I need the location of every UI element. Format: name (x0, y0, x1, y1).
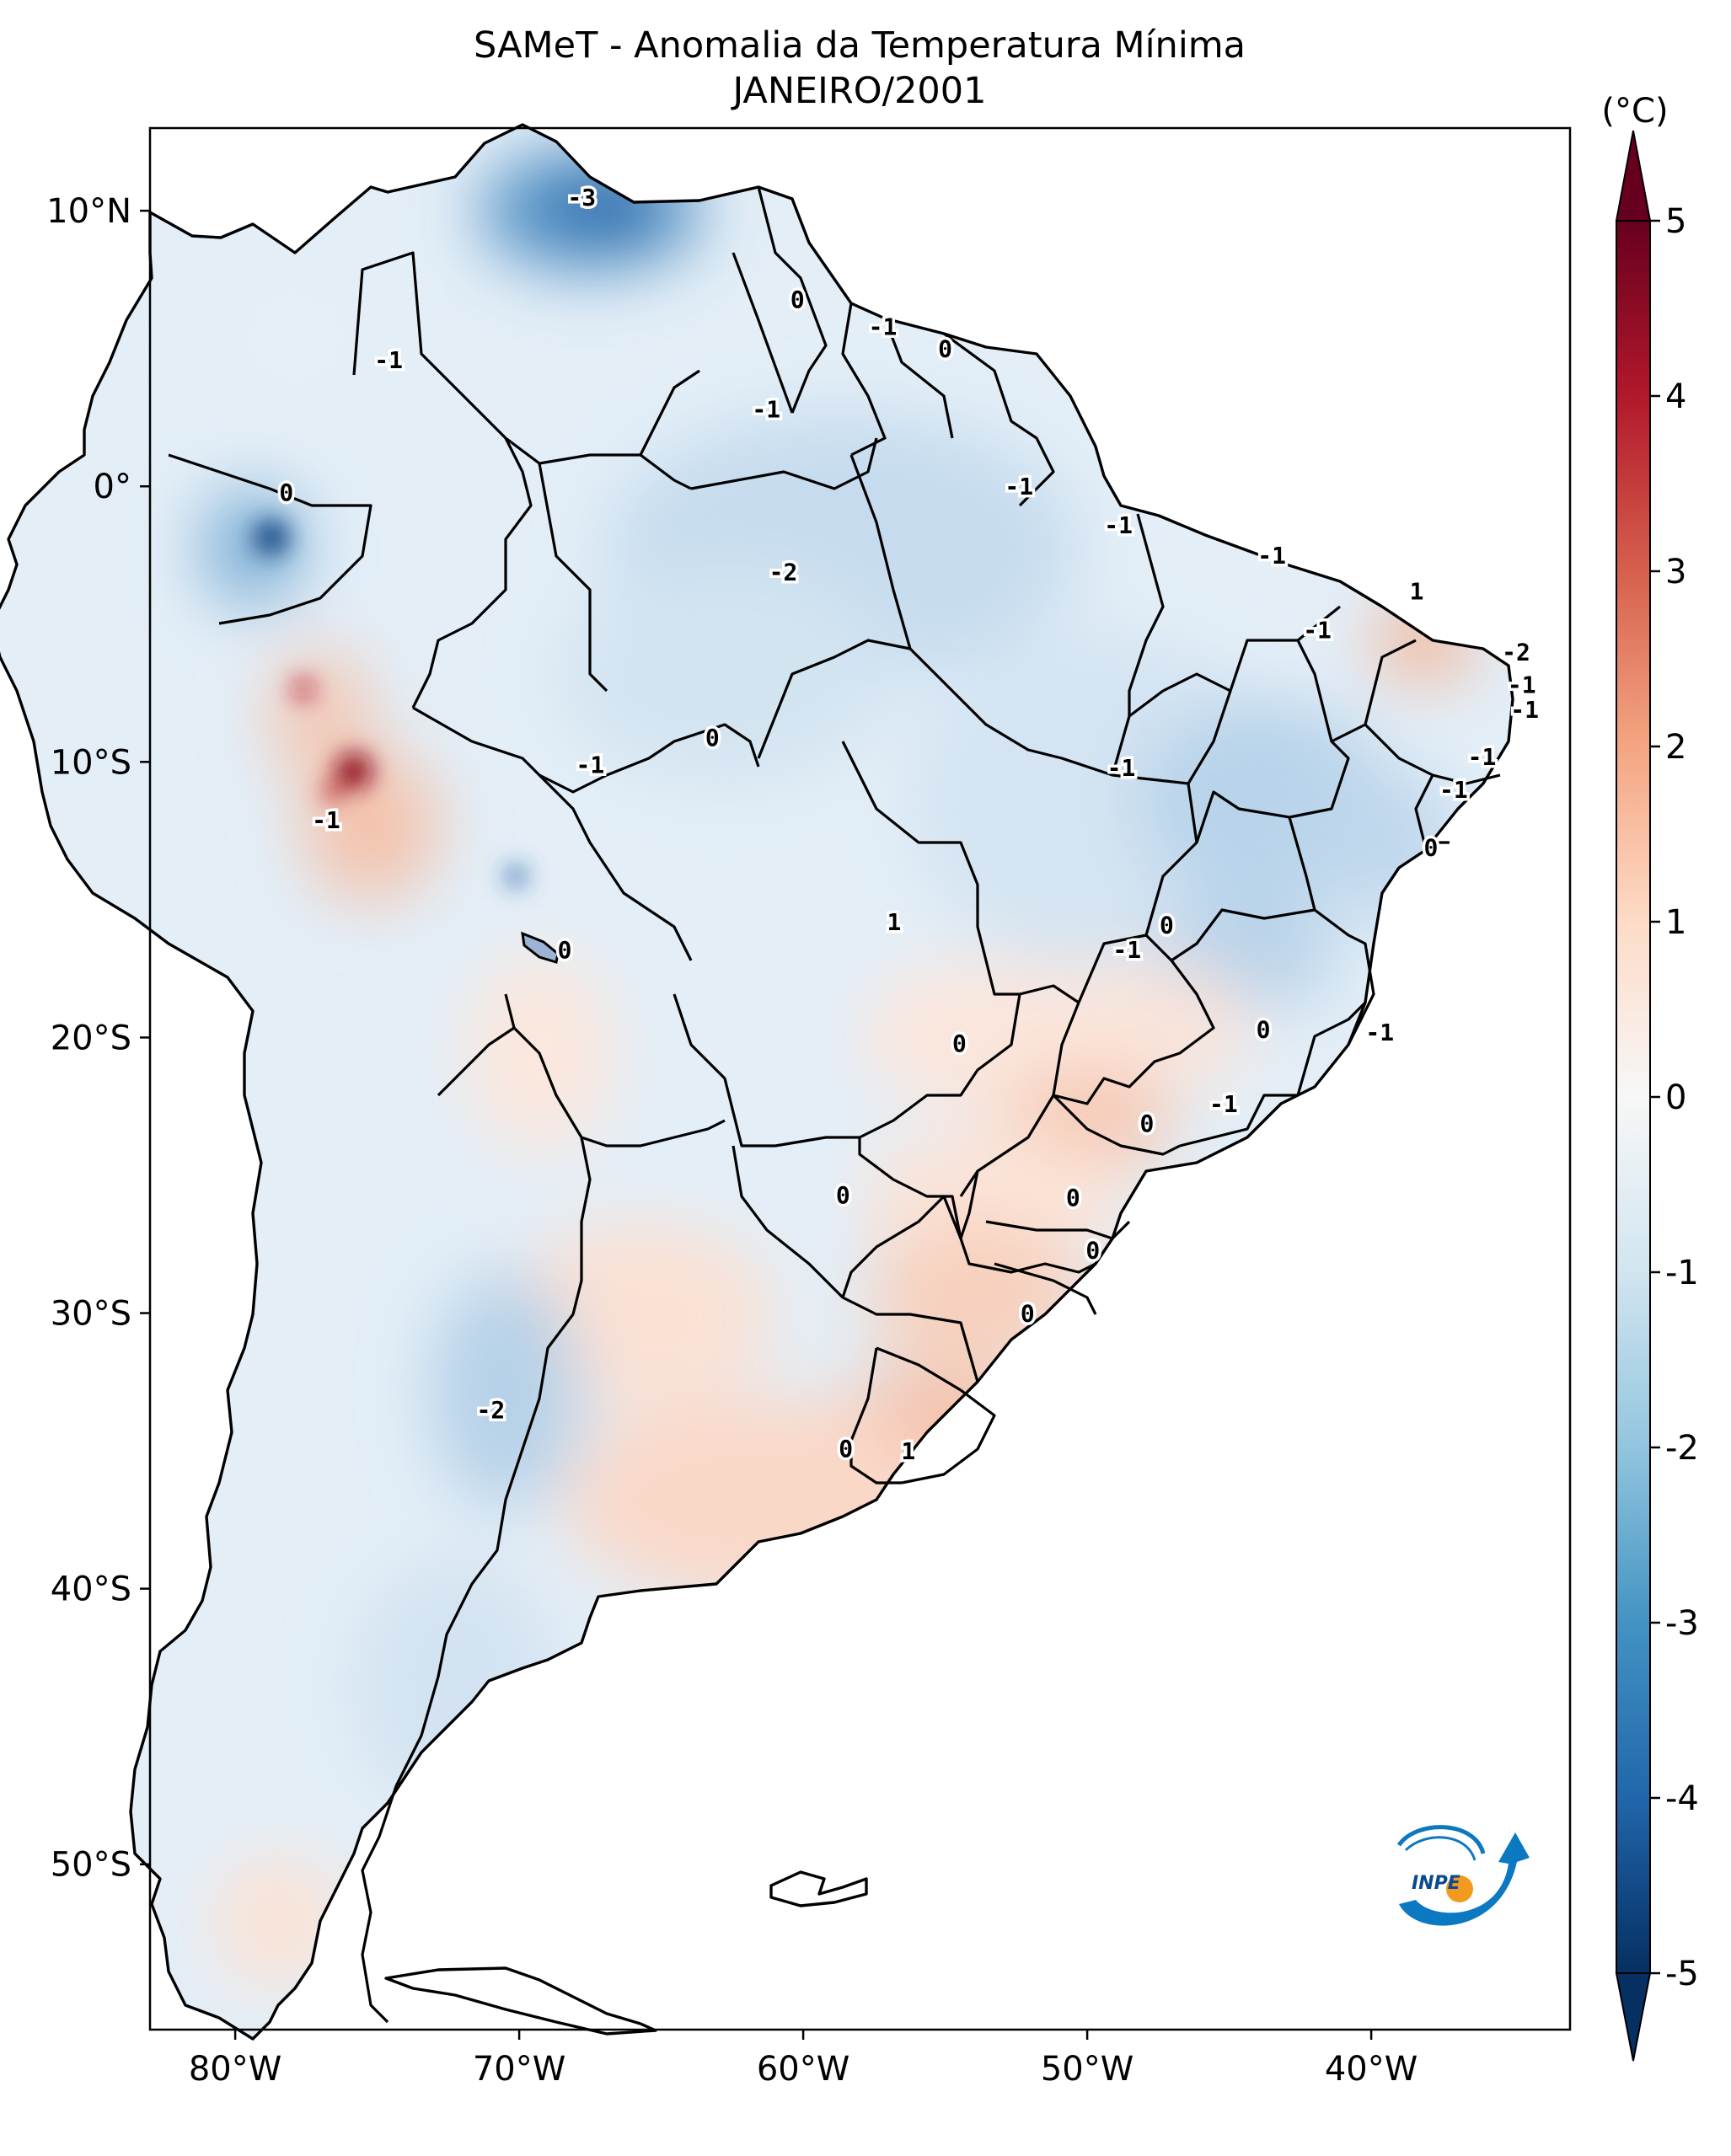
lat-tick-label: 20°S (51, 1019, 131, 1057)
colorbar-tick-label: -3 (1665, 1604, 1699, 1643)
contour-label: 1 (901, 1437, 915, 1465)
contour-label: -1 (1303, 616, 1332, 644)
contour-label: -1 (1257, 542, 1286, 570)
lon-tick-label: 40°W (1325, 2050, 1417, 2089)
contour-label: -2 (477, 1396, 506, 1424)
lat-tick-label: 10°N (46, 192, 131, 231)
contour-label: -1 (1468, 743, 1497, 771)
lat-tick-label: 0° (94, 468, 131, 506)
contour-label: -2 (1502, 638, 1530, 666)
falkland-islands (769, 1870, 868, 1907)
contour-label: 0 (1160, 911, 1174, 939)
colorbar-unit-label: (°C) (1601, 92, 1668, 131)
lat-tick-label: 30°S (51, 1295, 131, 1334)
colorbar-tick-label: -5 (1665, 1955, 1699, 1993)
contour-label: -1 (1439, 776, 1468, 804)
contour-labels: -30-10-1-10 -1-1-2-11-1-2-1-10-1-1 -1-1-10… (276, 180, 1542, 1468)
contour-label: -1 (869, 313, 898, 341)
lon-tick-label: 70°W (473, 2050, 565, 2089)
map-subtitle: JANEIRO/2001 (731, 70, 987, 112)
contour-label: 0 (1085, 1236, 1100, 1264)
lat-tick-label: 50°S (51, 1846, 131, 1885)
contour-label: -1 (752, 396, 780, 424)
contour-label: -1 (1209, 1090, 1238, 1118)
latitude-axis: 10°N 0° 10°S 20°S 30°S 40°S 50°S (46, 192, 150, 1885)
contour-label: -1 (576, 752, 604, 779)
contour-label: -1 (1365, 1019, 1394, 1046)
colorbar-tick-label: 0 (1665, 1078, 1686, 1117)
tierra-del-fuego (384, 1966, 657, 2036)
contour-label: 1 (1410, 578, 1424, 606)
contour-label: -1 (1508, 671, 1536, 699)
lake-titicaca (521, 931, 560, 964)
contour-label: 0 (938, 335, 952, 363)
political-borders (168, 186, 1501, 2024)
colorbar-tick-label: 5 (1665, 202, 1686, 241)
contour-label: 1 (887, 908, 902, 936)
colorbar-tick-label: 1 (1665, 903, 1686, 942)
map-axes-frame (148, 126, 1572, 2031)
contour-label: 0 (1139, 1110, 1154, 1137)
colorbar-extend-top (1615, 130, 1652, 222)
contour-label: -1 (1104, 511, 1133, 539)
contour-label: 0 (790, 286, 805, 313)
lon-tick-label: 60°W (757, 2050, 849, 2089)
colorbar: (°C) 5 4 3 2 1 0 -1 -2 -3 -4 -5 (1601, 92, 1699, 2062)
map-title: SAMeT - Anomalia da Temperatura Mínima (474, 24, 1246, 67)
longitude-axis: 80°W 70°W 60°W 50°W 40°W (189, 2030, 1417, 2089)
inpe-logo: INPE (1396, 1825, 1530, 1926)
contour-label: 0 (839, 1435, 853, 1463)
contour-label: -1 (312, 806, 340, 834)
contour-label: 0 (705, 724, 720, 752)
contour-label: -1 (1112, 936, 1141, 964)
colorbar-tick-label: -4 (1665, 1779, 1699, 1818)
contour-label: -1 (1510, 696, 1539, 724)
colorbar-tick-label: 3 (1665, 553, 1686, 591)
inpe-logo-text: INPE (1412, 1873, 1460, 1894)
contour-label: -2 (769, 559, 798, 586)
colorbar-tick-label: -1 (1665, 1254, 1699, 1292)
contour-label: 0 (1066, 1184, 1080, 1212)
colorbar-tick-label: 2 (1665, 728, 1686, 767)
contour-label: 0 (836, 1181, 850, 1209)
contour-label: -1 (1005, 473, 1033, 500)
lon-tick-label: 50°W (1041, 2050, 1133, 2089)
colorbar-tick-label: -2 (1665, 1429, 1699, 1468)
lat-tick-label: 40°S (51, 1570, 131, 1609)
colorbar-ticks: 5 4 3 2 1 0 -1 -2 -3 -4 -5 (1650, 202, 1699, 1993)
contour-label: 0 (1021, 1300, 1035, 1328)
contour-label: 0 (1257, 1016, 1271, 1044)
lat-tick-label: 10°S (51, 743, 131, 782)
contour-label: 0 (1423, 834, 1438, 862)
contour-label: 0 (558, 936, 572, 964)
contour-label: 0 (952, 1030, 967, 1057)
contour-label: -1 (374, 346, 403, 374)
colorbar-gradient (1616, 220, 1651, 1974)
colorbar-tick-label: 4 (1665, 377, 1686, 416)
colorbar-extend-bottom (1615, 1972, 1652, 2062)
contour-label: -3 (567, 184, 596, 211)
contour-label: 0 (279, 479, 293, 506)
contour-label: -1 (1107, 754, 1136, 782)
lon-tick-label: 80°W (189, 2050, 281, 2089)
